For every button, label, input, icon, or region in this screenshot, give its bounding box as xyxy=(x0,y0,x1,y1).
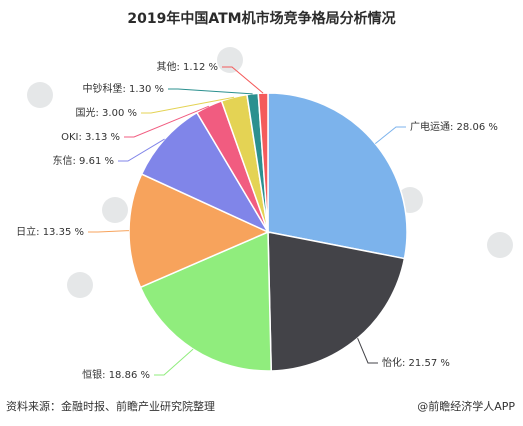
leader-line xyxy=(88,230,130,233)
pie-leader-lines xyxy=(88,66,406,376)
leader-line xyxy=(118,138,165,162)
data-label: 东信: 9.61 % xyxy=(53,154,115,167)
data-label: 恒银: 18.86 % xyxy=(82,368,150,381)
pie-slice xyxy=(128,173,270,289)
data-label: 其他: 1.12 % xyxy=(157,60,219,73)
pie-slice xyxy=(267,92,408,260)
watermark-logo xyxy=(27,82,53,108)
leader-line xyxy=(168,88,253,95)
pie-data-labels: 广电运通: 28.06 % 怡化: 21.57 % 恒银: 18.86 % 日立: 1… xyxy=(16,60,498,381)
watermark-logo xyxy=(487,232,513,258)
data-label: OKI: 3.13 % xyxy=(61,132,120,143)
data-label: 广电运通: 28.06 % xyxy=(410,120,498,133)
leader-line xyxy=(141,96,235,114)
leader-line xyxy=(374,126,406,144)
data-label: 怡化: 21.57 % xyxy=(382,356,450,369)
pie-slices xyxy=(128,92,408,372)
leader-line xyxy=(357,338,378,364)
pie-slice xyxy=(139,230,272,372)
data-label: 日立: 13.35 % xyxy=(16,225,84,238)
leader-line xyxy=(124,105,210,138)
data-label: 国光: 3.00 % xyxy=(76,106,138,119)
watermark-logo xyxy=(102,197,128,223)
chart-title: 2019年中国ATM机市场竞争格局分析情况 xyxy=(127,11,396,27)
leader-line xyxy=(222,66,264,94)
brand-credit: @前瞻经济学人APP xyxy=(417,400,515,413)
source-note: 资料来源：金融时报、前瞻产业研究院整理 xyxy=(6,400,215,413)
leader-line xyxy=(154,348,194,376)
data-label: 中钞科堡: 1.30 % xyxy=(83,82,165,95)
watermark-logo xyxy=(217,47,243,73)
watermark-logo xyxy=(67,272,93,298)
